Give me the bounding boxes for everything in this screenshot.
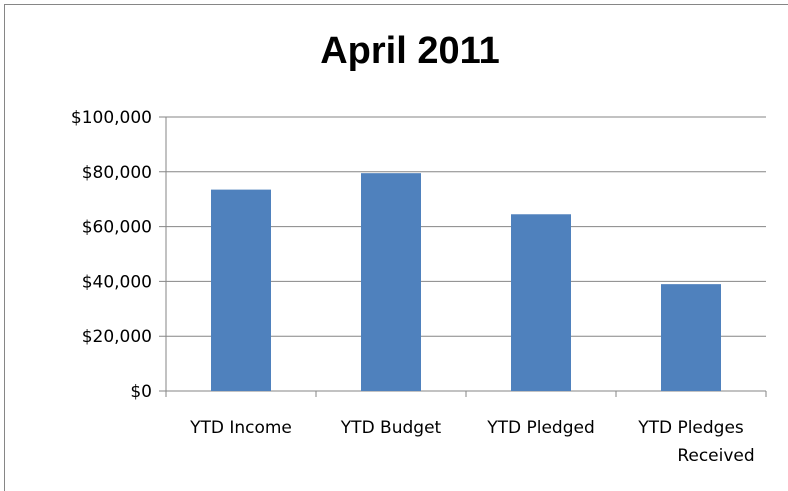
y-tick-label: $80,000 <box>82 163 152 183</box>
x-category-label: YTD Budget <box>340 418 442 438</box>
y-tick-label: $0 <box>130 382 152 402</box>
bar <box>361 173 421 391</box>
bar <box>211 189 271 391</box>
chart-title: April 2011 <box>320 30 500 72</box>
y-tick-label: $40,000 <box>82 272 152 292</box>
y-tick-label: $60,000 <box>82 218 152 238</box>
x-category-label: YTD Pledged <box>486 418 595 438</box>
x-category-label: YTD Pledges Received <box>637 418 754 466</box>
y-tick-label: $20,000 <box>82 327 152 347</box>
bar <box>661 284 721 391</box>
y-tick-label: $100,000 <box>71 108 152 128</box>
x-category-label: YTD Income <box>189 418 292 438</box>
bar <box>511 214 571 391</box>
